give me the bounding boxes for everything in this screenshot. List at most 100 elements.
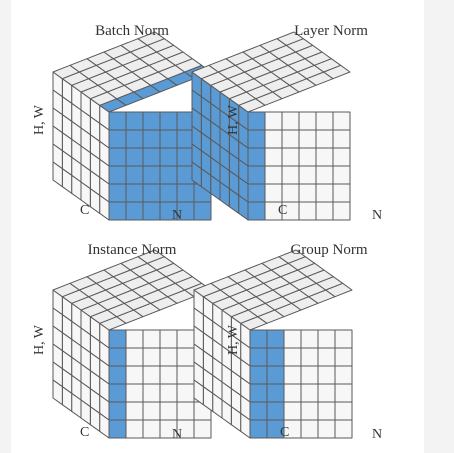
group-norm-cube: Group Norm H, W C N — [193, 242, 382, 442]
front-face-cell — [334, 401, 353, 421]
front-face-cell — [176, 329, 195, 349]
front-face-cell — [159, 329, 178, 349]
left-face-cell — [191, 161, 202, 188]
front-face-cell — [125, 383, 144, 403]
front-face-cell — [332, 183, 351, 203]
front-face-cell — [315, 165, 334, 185]
front-face-cell — [142, 147, 161, 167]
front-face-cell — [332, 165, 351, 185]
front-face-cell — [176, 111, 195, 131]
front-face-cell — [334, 365, 353, 385]
front-face-cell — [108, 183, 127, 203]
front-face-cell — [159, 365, 178, 385]
front-face-cell — [159, 147, 178, 167]
front-face-cell — [315, 201, 334, 221]
instance-norm-c-label: C — [80, 425, 89, 440]
front-face-cell — [125, 365, 144, 385]
front-face-cell — [317, 329, 336, 349]
front-face-cell — [142, 401, 161, 421]
front-face-cell — [159, 401, 178, 421]
front-face-cell — [176, 165, 195, 185]
instance-norm-title: Instance Norm — [88, 242, 177, 258]
front-face-cell — [298, 147, 317, 167]
front-face-cell — [142, 201, 161, 221]
front-face-cell — [298, 111, 317, 131]
front-face-cell — [264, 111, 283, 131]
front-face-cell — [142, 111, 161, 131]
front-face-cell — [281, 183, 300, 203]
front-face-cell — [298, 201, 317, 221]
front-face-cell — [281, 165, 300, 185]
front-face-cell — [249, 401, 268, 421]
front-face-cell — [108, 147, 127, 167]
front-face-cell — [317, 347, 336, 367]
front-face-cell — [142, 419, 161, 439]
batch-norm-title: Batch Norm — [95, 23, 169, 39]
front-face-cell — [176, 147, 195, 167]
front-face-cell — [266, 365, 285, 385]
front-face-cell — [176, 347, 195, 367]
front-face-cell — [281, 147, 300, 167]
front-face-cell — [142, 129, 161, 149]
front-face-cell — [142, 347, 161, 367]
front-face-cell — [142, 165, 161, 185]
front-face-cell — [159, 165, 178, 185]
batch-norm-cube: Batch Norm H, W C N — [32, 23, 212, 223]
instance-norm-hw-label: H, W — [32, 324, 47, 355]
front-face-cell — [300, 383, 319, 403]
front-face-cell — [317, 401, 336, 421]
front-face-cell — [264, 165, 283, 185]
layer-norm-hw-label: H, W — [226, 104, 241, 135]
front-face-cell — [108, 129, 127, 149]
front-face-cell — [108, 383, 127, 403]
front-face-cell — [125, 111, 144, 131]
front-face-cell — [142, 383, 161, 403]
front-face-cell — [332, 129, 351, 149]
front-face-cell — [247, 201, 266, 221]
front-face-cell — [281, 129, 300, 149]
front-face-cell — [142, 329, 161, 349]
front-face-cell — [125, 165, 144, 185]
front-face-cell — [159, 129, 178, 149]
front-face-cell — [108, 165, 127, 185]
front-face-cell — [298, 165, 317, 185]
front-face-cell — [249, 347, 268, 367]
front-face-cell — [108, 419, 127, 439]
front-face-cell — [142, 183, 161, 203]
front-face-cell — [249, 419, 268, 439]
instance-norm-n-label: N — [172, 427, 182, 442]
front-face-cell — [247, 129, 266, 149]
front-face-cell — [247, 183, 266, 203]
front-face-cell — [315, 183, 334, 203]
front-face-cell — [317, 419, 336, 439]
layer-norm-c-label: C — [278, 203, 287, 218]
top-face-cell — [137, 249, 165, 264]
front-face-cell — [142, 365, 161, 385]
front-face-cell — [332, 147, 351, 167]
front-face-cell — [125, 401, 144, 421]
front-face-cell — [281, 111, 300, 131]
front-face-cell — [332, 201, 351, 221]
left-face-cell — [193, 379, 204, 406]
front-face-cell — [108, 401, 127, 421]
front-face-cell — [300, 347, 319, 367]
front-face-cell — [332, 111, 351, 131]
front-face-cell — [159, 111, 178, 131]
front-face-cell — [125, 147, 144, 167]
group-norm-title: Group Norm — [290, 242, 367, 258]
front-face-cell — [125, 201, 144, 221]
front-face-cell — [300, 365, 319, 385]
front-face-cell — [125, 183, 144, 203]
front-face-cell — [108, 365, 127, 385]
front-face-cell — [283, 401, 302, 421]
front-face-cell — [249, 329, 268, 349]
left-margin-strip — [0, 0, 11, 453]
front-face-cell — [315, 147, 334, 167]
batch-norm-c-label: C — [80, 203, 89, 218]
front-face-cell — [315, 129, 334, 149]
left-face-cell — [52, 379, 63, 406]
front-face-cell — [315, 111, 334, 131]
front-face-cell — [108, 347, 127, 367]
